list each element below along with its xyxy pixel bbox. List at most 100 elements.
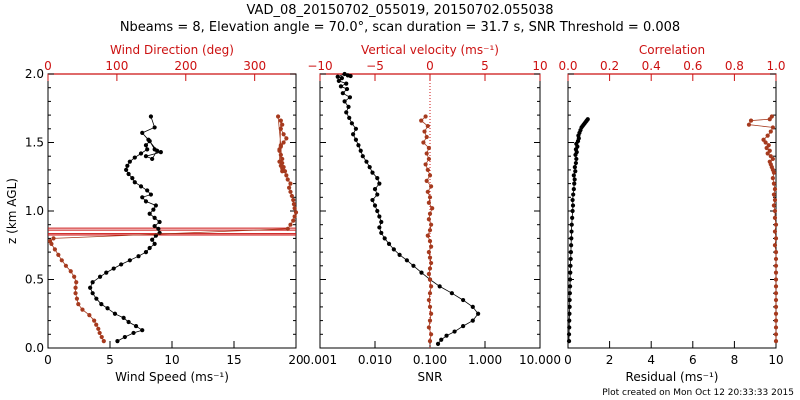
data-point	[429, 222, 434, 227]
y-tick-label: 0.5	[25, 273, 44, 287]
data-point	[105, 306, 110, 311]
data-point	[572, 165, 577, 170]
figure-title: VAD_08_20150702_055019, 20150702.055038	[247, 3, 554, 18]
data-point	[569, 236, 574, 241]
data-point	[773, 256, 779, 262]
data-point	[377, 181, 382, 186]
top-tick-label: 0.8	[725, 59, 744, 73]
data-point	[772, 208, 778, 214]
data-point	[349, 121, 354, 126]
data-point	[289, 193, 294, 199]
data-point	[132, 155, 137, 160]
data-point	[278, 143, 283, 148]
data-point	[291, 197, 296, 203]
data-point	[115, 339, 120, 344]
data-point	[569, 229, 574, 234]
data-point	[344, 86, 350, 92]
panel-correlation: 0 2 4 6 8 10 Residual (ms⁻¹) 0.0 0.2 0.4 0.6 0.8 1.0…	[558, 43, 785, 384]
data-point	[427, 304, 433, 309]
x-tick-label: 2	[606, 353, 614, 367]
x-axis-label: SNR	[418, 370, 443, 384]
data-point	[426, 217, 431, 222]
data-point	[140, 328, 145, 333]
data-point	[773, 250, 779, 255]
data-point	[76, 302, 81, 307]
data-point	[278, 118, 283, 123]
data-point	[427, 255, 433, 260]
data-point	[427, 228, 433, 233]
data-point	[74, 296, 80, 301]
data-point	[765, 133, 770, 138]
data-point	[112, 311, 118, 316]
data-point	[370, 197, 375, 203]
data-point	[773, 291, 779, 296]
data-point	[461, 323, 466, 329]
data-point	[147, 211, 152, 216]
data-point	[426, 200, 431, 205]
top-axis-label: Correlation	[639, 43, 705, 57]
data-point	[375, 208, 380, 214]
data-point	[145, 188, 150, 193]
data-point	[435, 341, 441, 346]
data-point	[47, 239, 53, 244]
data-point	[772, 243, 778, 248]
data-point	[375, 176, 380, 181]
data-point	[429, 284, 434, 289]
data-point	[568, 263, 573, 268]
data-point	[131, 330, 136, 336]
data-point	[99, 302, 104, 307]
y-tick-label: 1.0	[25, 204, 44, 218]
data-point	[126, 171, 131, 177]
data-point	[422, 129, 427, 134]
data-point	[419, 270, 424, 275]
data-point	[427, 277, 433, 282]
data-point	[119, 262, 124, 267]
data-point	[430, 206, 435, 211]
data-point	[288, 189, 293, 194]
data-point	[281, 132, 286, 137]
top-tick-label: 0.4	[642, 59, 661, 73]
data-point	[122, 334, 127, 340]
data-point	[140, 130, 145, 136]
data-point	[772, 197, 778, 203]
data-point	[426, 271, 431, 277]
top-tick-label: 0.6	[683, 59, 702, 73]
data-point	[379, 230, 384, 236]
data-point	[444, 333, 449, 338]
top-tick-label: 5	[481, 59, 489, 73]
data-point	[424, 151, 429, 156]
data-point	[96, 326, 101, 331]
data-point	[426, 156, 431, 162]
data-point	[347, 115, 352, 120]
data-point	[288, 181, 293, 186]
data-point	[372, 186, 378, 192]
data-point	[73, 291, 78, 296]
data-point	[293, 210, 299, 215]
data-point	[429, 311, 434, 316]
data-point	[155, 148, 160, 153]
data-point	[338, 84, 344, 89]
data-point	[375, 192, 380, 197]
data-point	[746, 122, 752, 127]
data-point	[275, 114, 281, 119]
data-point	[377, 225, 382, 230]
data-point	[573, 169, 578, 174]
data-point	[397, 252, 402, 257]
data-point	[571, 173, 576, 178]
x-tick-label: 0.010	[358, 353, 392, 367]
top-tick-label: 300	[243, 59, 266, 73]
data-point	[143, 199, 149, 204]
data-point	[567, 318, 572, 323]
data-point	[140, 195, 145, 200]
data-point	[773, 263, 779, 268]
data-point	[152, 223, 157, 229]
data-point	[340, 91, 345, 96]
top-tick-label: 0.2	[600, 59, 619, 73]
data-point	[133, 323, 139, 329]
data-point	[94, 296, 99, 301]
data-point	[157, 219, 162, 225]
data-point	[285, 177, 290, 182]
data-point	[567, 291, 572, 296]
data-point	[335, 74, 340, 79]
